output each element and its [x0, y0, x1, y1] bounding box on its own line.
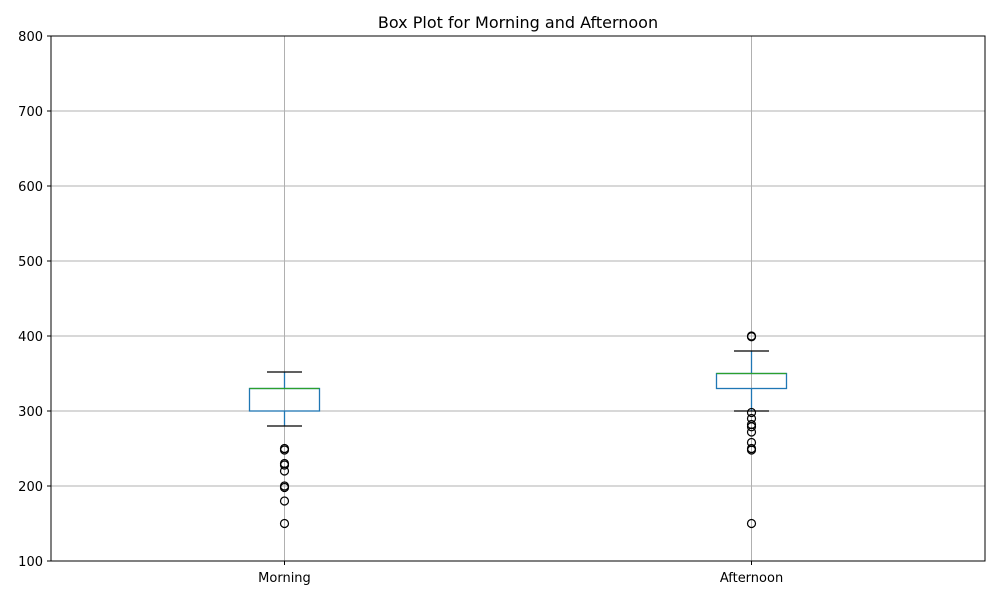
x-axis-ticks: Morning Afternoon — [258, 561, 783, 586]
outlier-point-morning — [279, 496, 290, 506]
y-tick-label: 200 — [18, 480, 43, 495]
chart-title: Box Plot for Morning and Afternoon — [378, 13, 658, 32]
outlier-point-afternoon — [746, 407, 757, 418]
y-tick-label: 400 — [18, 330, 43, 345]
y-tick-label: 800 — [18, 30, 43, 45]
outlier-point-morning — [279, 466, 290, 476]
plot-area-frame — [50, 35, 986, 562]
outlier-point-afternoon — [746, 427, 757, 437]
outlier-point-morning — [279, 445, 290, 455]
outlier-point-afternoon — [746, 422, 757, 432]
outlier-point-morning — [279, 518, 290, 529]
y-tick-label: 100 — [18, 555, 43, 570]
box-afternoon — [715, 331, 788, 529]
boxes-layer — [248, 331, 788, 529]
x-tick-label-afternoon: Afternoon — [720, 571, 783, 586]
grid-layer — [51, 35, 985, 562]
y-tick-label: 600 — [18, 180, 43, 195]
outlier-point-afternoon — [746, 332, 757, 342]
y-tick-label: 300 — [18, 405, 43, 420]
x-tick-label-morning: Morning — [258, 571, 311, 586]
y-axis-ticks: 100 200 300 400 500 600 700 800 — [18, 30, 51, 570]
outlier-point-afternoon — [746, 445, 757, 455]
y-tick-label: 700 — [18, 105, 43, 120]
y-tick-label: 500 — [18, 255, 43, 270]
outlier-point-afternoon — [746, 518, 757, 529]
outlier-point-morning — [279, 482, 290, 493]
outlier-point-morning — [279, 460, 290, 470]
box-morning — [248, 371, 321, 529]
